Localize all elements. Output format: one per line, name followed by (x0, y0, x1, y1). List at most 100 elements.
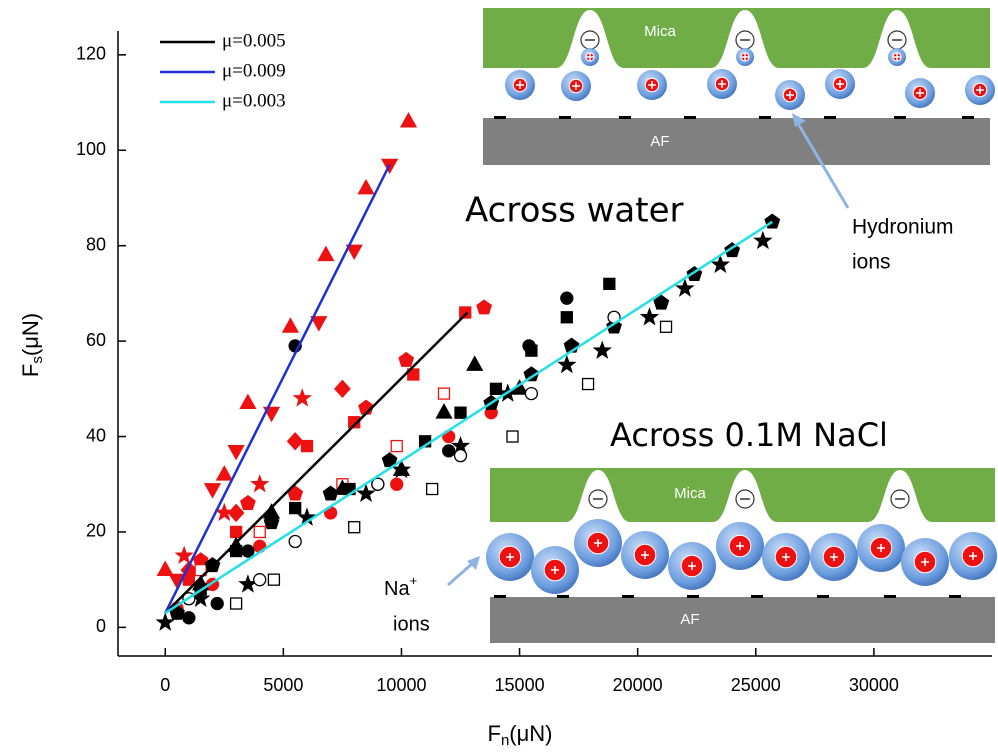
point (561, 312, 572, 323)
point (507, 431, 518, 442)
point (240, 395, 255, 409)
charge (884, 595, 896, 598)
charge (494, 116, 506, 119)
y-tick-label: 80 (86, 234, 106, 254)
point (229, 505, 244, 522)
point (231, 598, 242, 609)
charge (687, 595, 699, 598)
charge (684, 116, 696, 119)
charge (494, 595, 506, 598)
y-axis-label: Fs(μN) (18, 313, 46, 377)
ion-label: ions (393, 613, 430, 635)
point (443, 445, 455, 457)
ion-label: ions (852, 251, 891, 274)
point (301, 441, 312, 452)
mica-label: Mica (674, 485, 706, 502)
x-tick-label: 0 (160, 675, 170, 695)
point (455, 450, 467, 462)
point (217, 466, 232, 480)
annotation: Across 0.1M NaCl (610, 416, 888, 454)
point (289, 535, 301, 547)
x-tick-label: 25000 (731, 675, 781, 695)
x-tick-label: 5000 (263, 675, 303, 695)
point (283, 319, 298, 333)
point (436, 404, 451, 418)
annotation: Across water (465, 191, 684, 231)
point (642, 309, 658, 324)
point (205, 484, 220, 498)
point (335, 381, 350, 398)
legend-label: μ=0.009 (222, 60, 286, 81)
legend-label: μ=0.005 (222, 30, 286, 51)
point (241, 496, 255, 510)
af-layer (490, 597, 995, 643)
af-label: AF (680, 611, 699, 628)
inset-nacl: Mica AF Na+ ions (384, 468, 997, 643)
point (176, 548, 192, 563)
point (455, 407, 466, 418)
inset-water: Mica AF Hydronium ions (483, 8, 995, 274)
charge (759, 116, 771, 119)
point (399, 353, 413, 367)
charge (557, 595, 569, 598)
charge (559, 116, 571, 119)
point (391, 478, 403, 490)
fit-line (165, 312, 467, 613)
fit-line (165, 165, 389, 613)
af-label: AF (650, 133, 669, 150)
charge (824, 116, 836, 119)
point (254, 574, 266, 586)
point (359, 180, 374, 194)
point (477, 300, 491, 314)
y-tick-label: 60 (86, 330, 106, 350)
y-tick-label: 120 (76, 44, 106, 64)
point (323, 486, 337, 500)
point (526, 345, 537, 356)
point (229, 446, 244, 460)
y-tick-label: 100 (76, 139, 106, 159)
point (661, 321, 672, 332)
charge (751, 595, 763, 598)
point (438, 388, 449, 399)
point (583, 379, 594, 390)
point (349, 522, 360, 533)
point (755, 233, 771, 248)
ion-label: Hydronium (852, 216, 954, 239)
af-layer (483, 118, 990, 165)
point (427, 484, 438, 495)
label-part: F (18, 364, 43, 377)
point (594, 342, 610, 357)
ion-label: Na+ (384, 573, 417, 600)
legend-label: μ=0.003 (222, 90, 286, 111)
point (467, 357, 482, 371)
point (157, 614, 173, 629)
label-part: (μN) (509, 721, 552, 746)
point (490, 383, 501, 394)
point (604, 278, 615, 289)
x-tick-label: 20000 (613, 675, 663, 695)
label-part: F (487, 721, 500, 746)
y-tick-label: 20 (86, 521, 106, 541)
x-tick-label: 30000 (849, 675, 899, 695)
point (288, 433, 303, 450)
point (401, 113, 416, 127)
mica-label: Mica (644, 23, 676, 40)
charge (962, 116, 974, 119)
label-part: n (501, 732, 509, 749)
legend: μ=0.005 μ=0.009 μ=0.003 (160, 30, 286, 111)
point (252, 476, 268, 491)
y-tick-label: 0 (96, 616, 106, 636)
label-part: (μN) (18, 313, 43, 356)
ion-name: Na (384, 578, 410, 600)
label-part: s (29, 356, 46, 364)
charge (949, 595, 961, 598)
chart: 0204060801001200500010000150002000025000… (0, 0, 998, 751)
point (183, 612, 195, 624)
point (294, 390, 310, 405)
charge (894, 116, 906, 119)
point (318, 247, 333, 260)
x-axis-label: Fn(μN) (487, 721, 552, 749)
ion-charge: + (410, 573, 418, 588)
point (290, 503, 301, 514)
point (525, 388, 537, 400)
